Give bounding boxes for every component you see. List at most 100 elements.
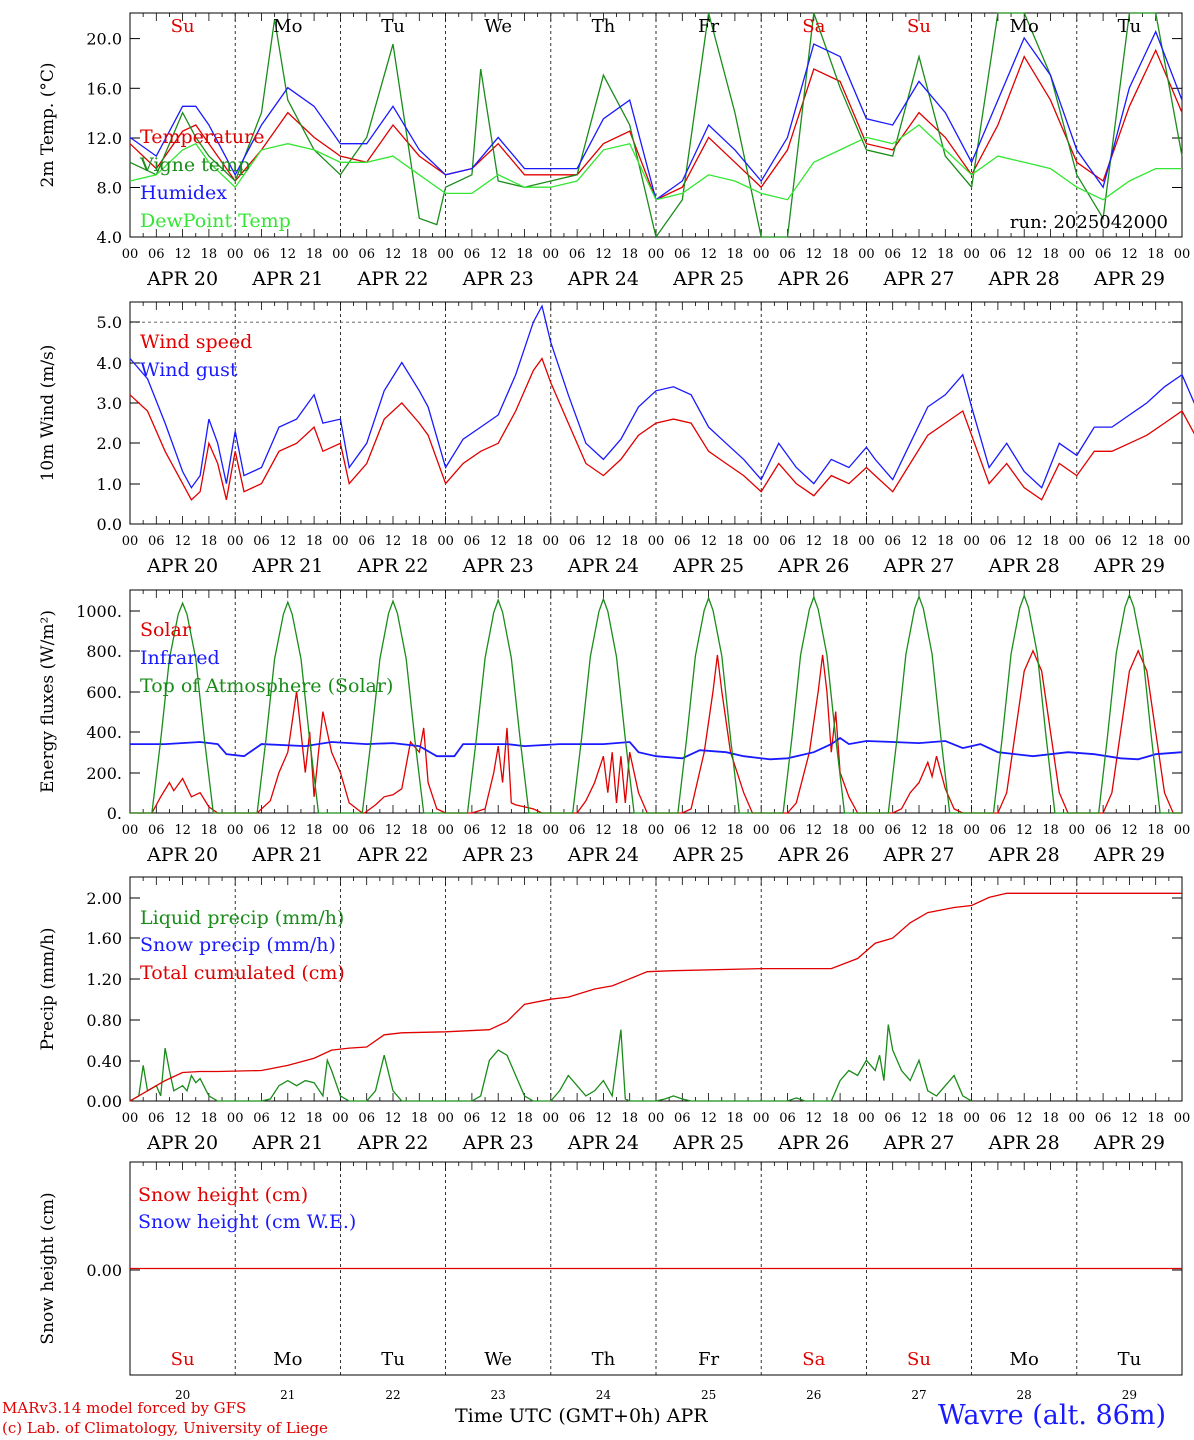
hour-tick-label: 18: [516, 1111, 533, 1126]
hour-tick-label: 18: [306, 247, 323, 262]
hour-tick-label: 18: [832, 823, 849, 838]
hour-tick-label: 00: [1069, 1111, 1086, 1126]
date-label: APR 22: [356, 844, 428, 866]
day-name-top: Tu: [381, 16, 405, 37]
hour-tick-label: 00: [122, 1111, 139, 1126]
date-label: APR 24: [567, 1132, 639, 1154]
y-axis-label: Energy fluxes (W/m²): [38, 610, 58, 793]
y-tick-label: 200.: [86, 764, 122, 783]
legend-entry: Snow height (cm W.E.): [138, 1211, 356, 1233]
hour-tick-label: 18: [201, 823, 218, 838]
hour-tick-label: 18: [727, 247, 744, 262]
date-label: APR 29: [1093, 268, 1165, 290]
date-label: APR 27: [882, 555, 954, 577]
hour-tick-label: 18: [516, 534, 533, 549]
hour-tick-label: 18: [516, 247, 533, 262]
legend-entry: Total cumulated (cm): [140, 962, 345, 984]
day-name-top: Mo: [1010, 16, 1039, 37]
series-line-dewpoint-temp: [129, 124, 1182, 201]
day-number: 20: [175, 1388, 190, 1402]
y-axis-label: Precip (mm/h): [38, 927, 58, 1050]
date-label: APR 22: [356, 268, 428, 290]
y-tick-label: 1.0: [97, 475, 122, 494]
hour-tick-label: 12: [385, 823, 402, 838]
legend-entry: Snow height (cm): [138, 1184, 308, 1206]
date-label: APR 26: [777, 268, 849, 290]
series-line-liquid-precip-mm-h-: [129, 1024, 972, 1102]
hour-tick-label: 12: [806, 534, 823, 549]
series-line-wind-gust: [129, 304, 1194, 489]
y-tick-label: 400.: [86, 723, 122, 742]
hour-tick-label: 06: [990, 247, 1007, 262]
hour-tick-label: 18: [832, 247, 849, 262]
date-label: APR 26: [777, 555, 849, 577]
y-tick-label: 4.0: [97, 228, 122, 247]
hour-tick-label: 06: [358, 534, 375, 549]
hour-tick-label: 18: [937, 823, 954, 838]
hour-tick-label: 00: [858, 823, 875, 838]
legend-entry: DewPoint Temp: [140, 210, 291, 232]
hour-tick-label: 18: [1042, 247, 1059, 262]
hour-tick-label: 12: [595, 534, 612, 549]
hour-tick-label: 06: [464, 823, 481, 838]
hour-tick-label: 18: [1147, 823, 1164, 838]
panel-3-frame: [129, 589, 1183, 814]
hour-tick-label: 00: [543, 823, 560, 838]
hour-tick-label: 06: [569, 247, 586, 262]
credit-line-1: MARv3.14 model forced by GFS: [2, 1399, 247, 1417]
y-axis-label: 2m Temp. (°C): [38, 62, 58, 187]
hour-tick-label: 06: [464, 247, 481, 262]
hour-tick-label: 06: [674, 247, 691, 262]
hour-tick-label: 00: [437, 534, 454, 549]
date-label: APR 21: [251, 268, 323, 290]
y-tick-label: 0.40: [86, 1052, 122, 1071]
hour-tick-label: 00: [1174, 1111, 1191, 1126]
x-axis-label: Time UTC (GMT+0h) APR: [455, 1405, 708, 1427]
hour-tick-label: 12: [700, 247, 717, 262]
y-tick-label: 3.0: [97, 394, 122, 413]
hour-tick-label: 12: [1016, 823, 1033, 838]
day-number: 22: [385, 1388, 400, 1402]
series-line-vigne-temp: [129, 12, 1183, 239]
y-axis-label: 10m Wind (m/s): [38, 345, 58, 482]
y-tick-label: 1.60: [86, 929, 122, 948]
date-label: APR 27: [882, 844, 954, 866]
hour-tick-label: 00: [332, 1111, 349, 1126]
y-tick-label: 0.0: [97, 515, 122, 534]
hour-tick-label: 18: [411, 823, 428, 838]
y-tick-label: 0.00: [86, 1092, 122, 1111]
y-tick-label: 0.: [107, 804, 122, 823]
day-number: 25: [701, 1388, 716, 1402]
date-label: APR 25: [672, 1132, 744, 1154]
hour-tick-label: 12: [490, 534, 507, 549]
hour-tick-label: 06: [990, 534, 1007, 549]
hour-tick-label: 00: [858, 247, 875, 262]
hour-tick-label: 18: [1147, 247, 1164, 262]
series-line-humidex: [129, 30, 1183, 201]
date-label: APR 23: [462, 844, 534, 866]
hour-tick-label: 12: [806, 823, 823, 838]
hour-tick-label: 18: [937, 247, 954, 262]
hour-tick-label: 12: [174, 823, 191, 838]
hour-tick-label: 00: [1174, 247, 1191, 262]
hour-tick-label: 06: [253, 534, 270, 549]
hour-tick-label: 12: [174, 247, 191, 262]
legend-entry: Vigne temp: [139, 154, 250, 176]
y-tick-label: 5.0: [97, 313, 122, 332]
hour-tick-label: 12: [806, 1111, 823, 1126]
day-name-top: Su: [171, 16, 195, 37]
hour-tick-label: 06: [674, 534, 691, 549]
legend-entry: Snow precip (mm/h): [140, 934, 336, 956]
date-label: APR 29: [1093, 844, 1165, 866]
hour-tick-label: 06: [148, 534, 165, 549]
legend-entry: Humidex: [140, 182, 227, 204]
hour-tick-label: 18: [411, 1111, 428, 1126]
hour-tick-label: 18: [727, 1111, 744, 1126]
hour-tick-label: 00: [543, 1111, 560, 1126]
hour-tick-label: 06: [884, 534, 901, 549]
y-tick-label: 8.0: [97, 179, 122, 198]
hour-tick-label: 00: [227, 823, 244, 838]
hour-tick-label: 00: [437, 247, 454, 262]
hour-tick-label: 06: [253, 1111, 270, 1126]
date-label: APR 20: [146, 1132, 218, 1154]
